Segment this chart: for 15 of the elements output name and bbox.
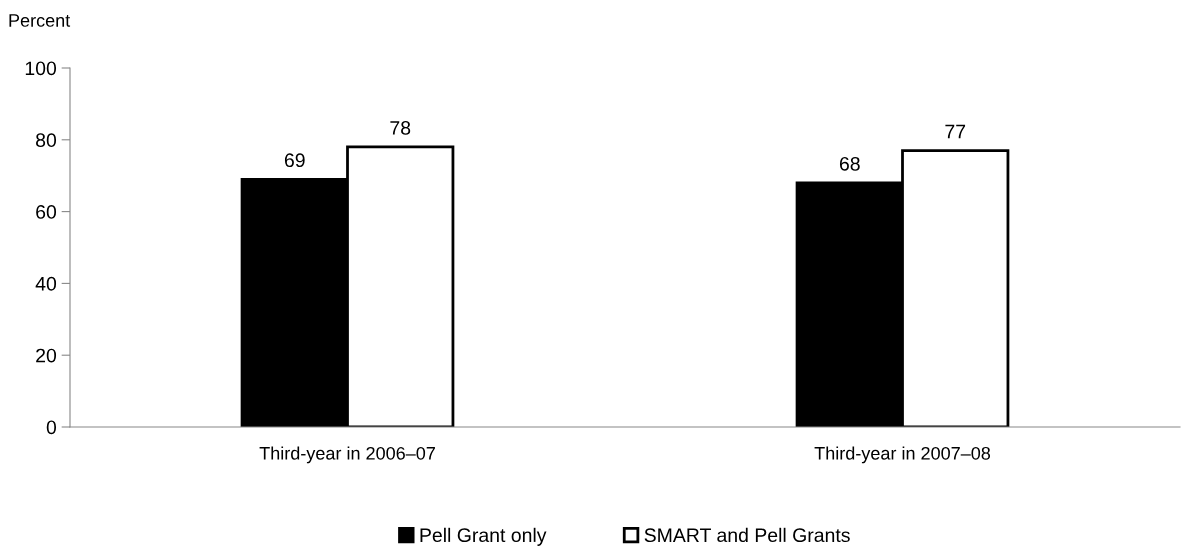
data-label: 69 — [284, 153, 305, 168]
y-axis-title: Percent — [9, 14, 71, 27]
data-label: 77 — [945, 124, 966, 139]
x-tick-label: Third-year in 2007–08 — [814, 446, 991, 464]
y-tick-label: 80 — [36, 133, 57, 148]
legend-label: Pell Grant only — [420, 527, 547, 546]
data-label: 68 — [839, 156, 860, 171]
y-tick-label: 0 — [46, 420, 57, 435]
legend-label: SMART and Pell Grants — [644, 527, 850, 543]
data-label: 78 — [390, 121, 411, 135]
y-tick-label: 60 — [36, 205, 57, 219]
y-tick-label: 40 — [35, 276, 57, 291]
y-tick-label: 100 — [25, 61, 57, 76]
y-tick-label: 20 — [36, 348, 57, 363]
x-tick-label: Third-year in 2006–07 — [259, 446, 435, 464]
